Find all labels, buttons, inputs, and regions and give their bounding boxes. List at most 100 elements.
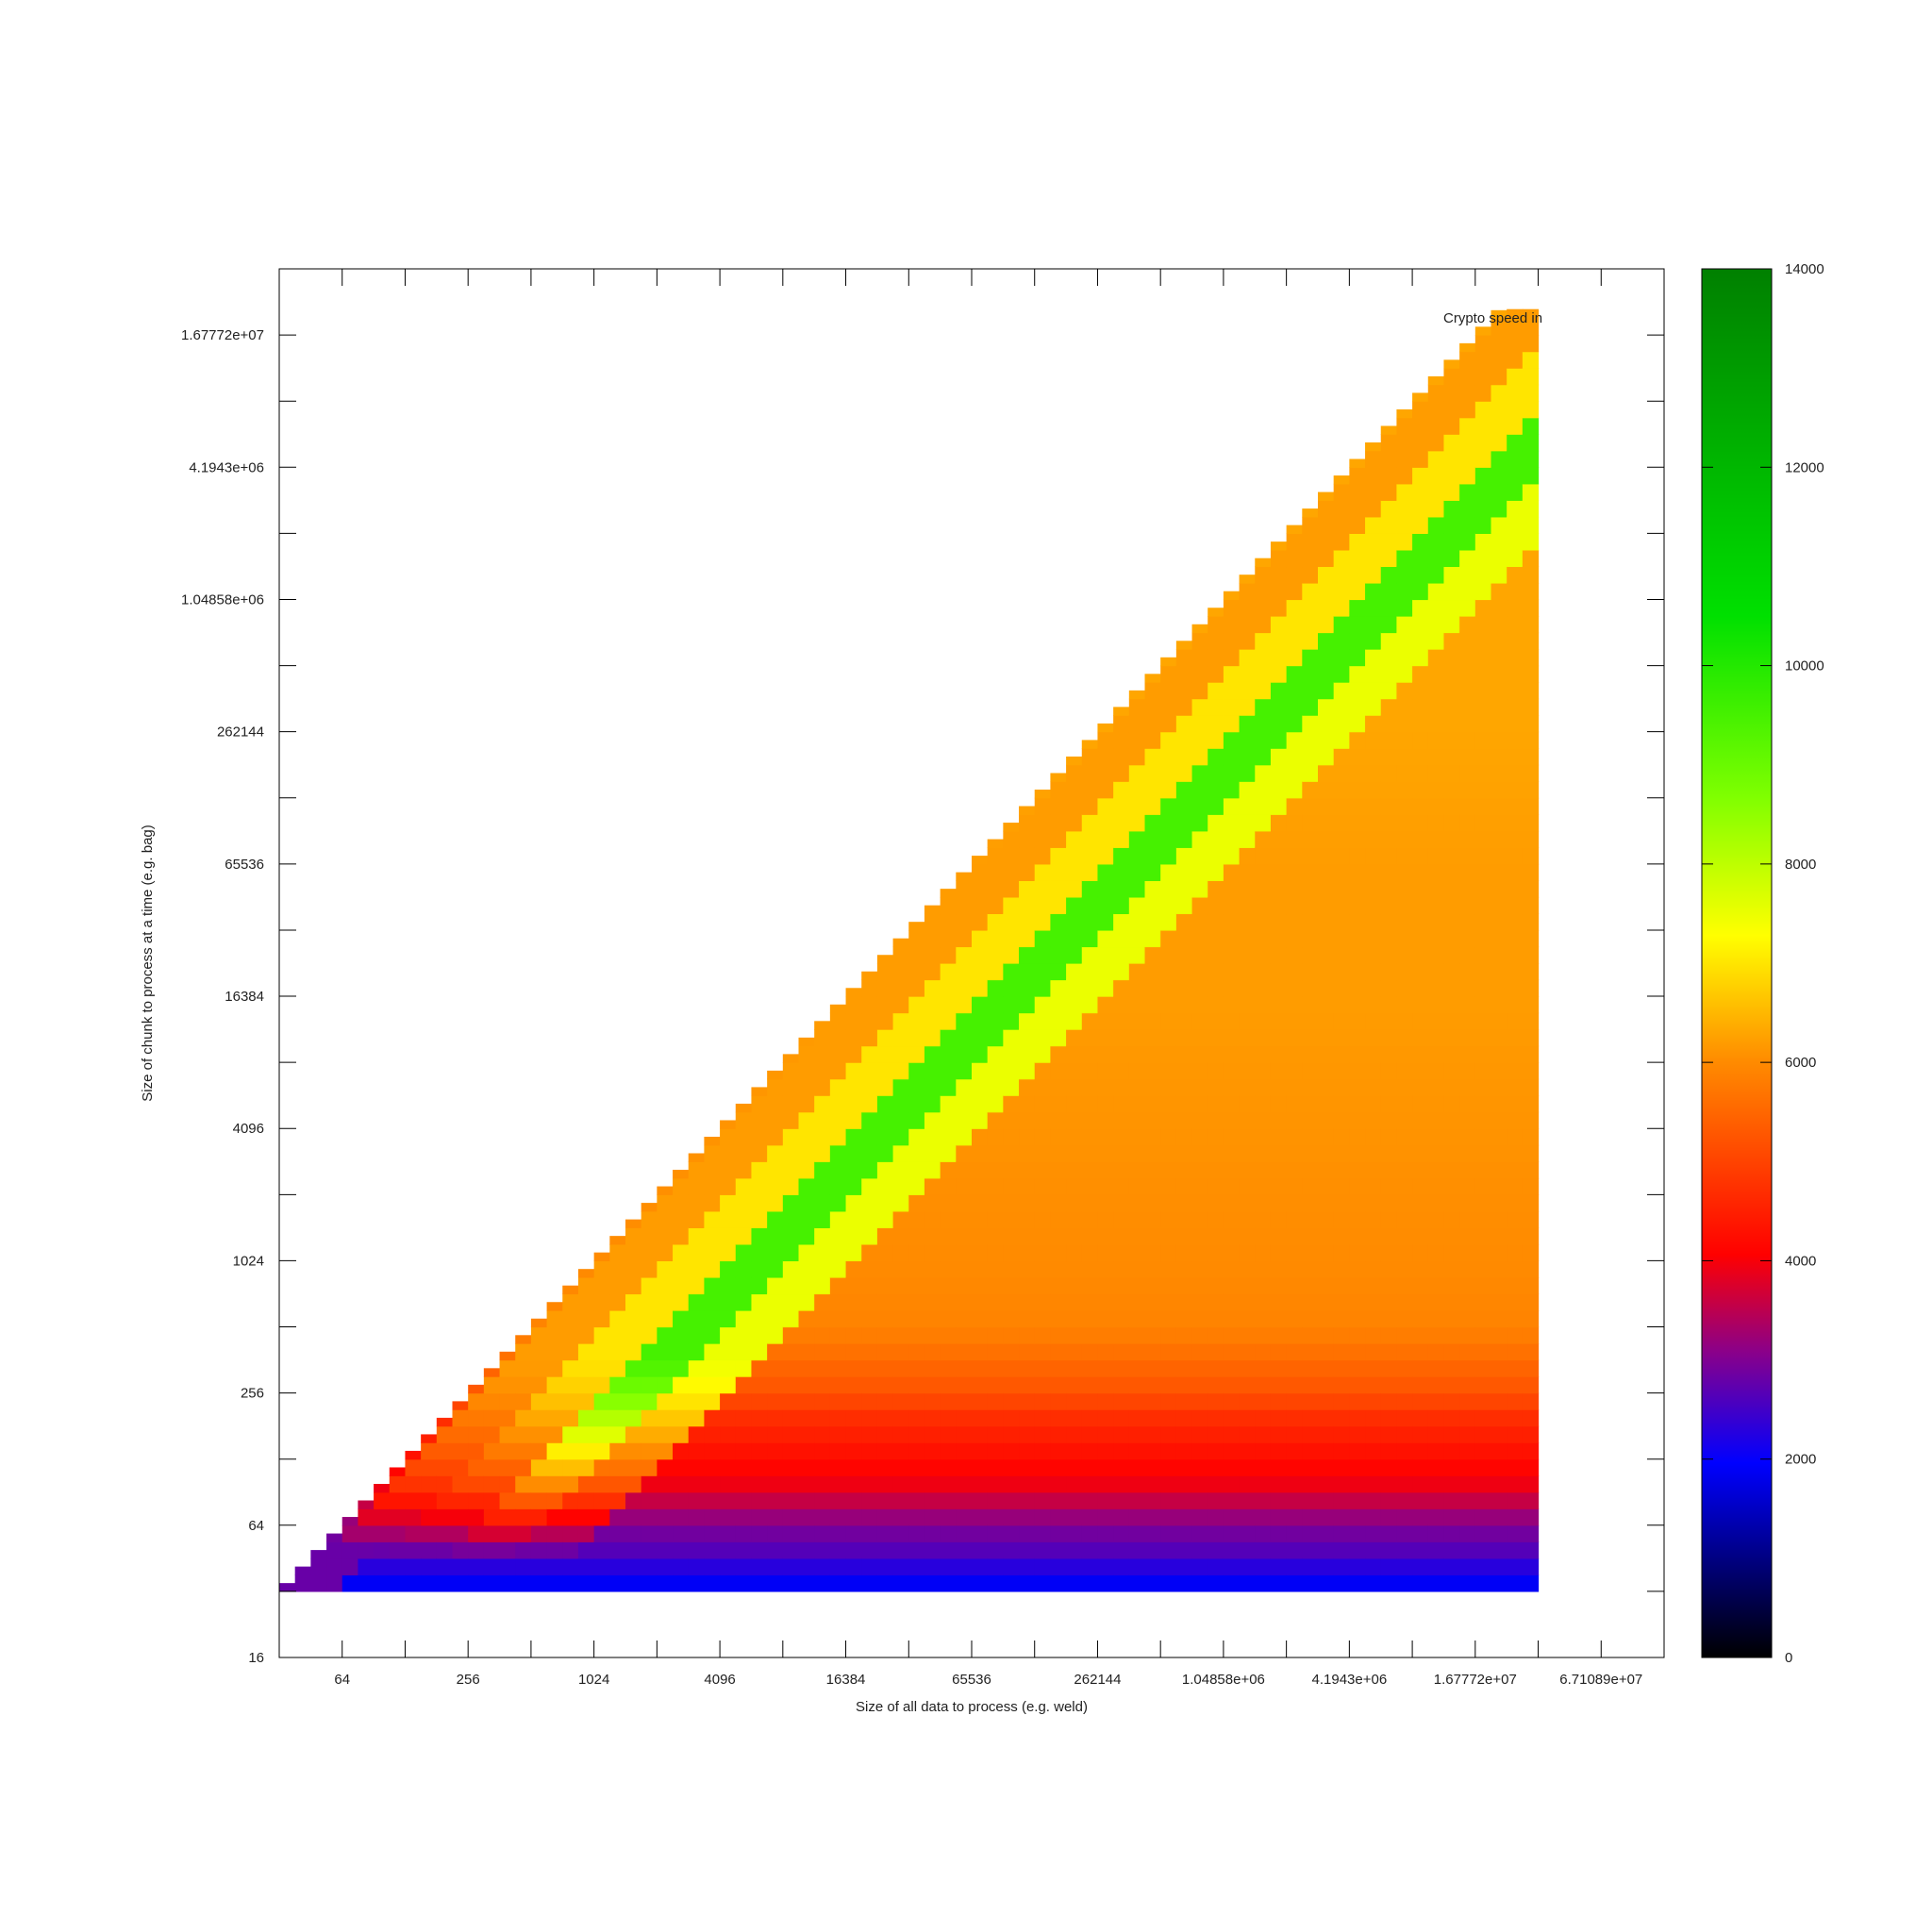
heatmap-cell — [1522, 1343, 1540, 1361]
heatmap-cell — [1318, 814, 1335, 832]
heatmap-cell — [1427, 1343, 1445, 1361]
heatmap-cell — [1097, 797, 1114, 815]
heatmap-cell — [1412, 1210, 1429, 1228]
heatmap-cell — [1081, 1458, 1099, 1476]
heatmap-cell — [1318, 698, 1335, 716]
heatmap-cell — [1427, 533, 1445, 551]
heatmap-cell — [1318, 599, 1335, 617]
heatmap-cell — [1365, 847, 1382, 865]
heatmap-cell — [1491, 1376, 1507, 1394]
heatmap-cell — [1144, 731, 1161, 749]
heatmap-cell — [1128, 880, 1146, 898]
heatmap-cell — [609, 1508, 626, 1526]
heatmap-cell — [1459, 880, 1476, 898]
heatmap-cell — [1144, 1293, 1161, 1311]
heatmap-cell — [1144, 1227, 1161, 1245]
heatmap-cell — [861, 1557, 878, 1575]
heatmap-cell — [468, 1442, 485, 1460]
heatmap-cell — [1239, 963, 1256, 981]
x-tick-label: 16384 — [826, 1672, 866, 1688]
heatmap-cell — [814, 1508, 831, 1526]
heatmap-cell — [735, 1194, 753, 1212]
heatmap-cell — [1144, 1442, 1161, 1460]
heatmap-cell — [1491, 566, 1507, 584]
heatmap-cell — [657, 1409, 674, 1427]
heatmap-cell — [688, 1293, 706, 1311]
heatmap-cell — [1491, 996, 1507, 1014]
heatmap-cell — [940, 1276, 957, 1295]
heatmap-cell — [1349, 1128, 1366, 1146]
heatmap-cell — [1333, 599, 1350, 617]
heatmap-cell — [987, 847, 1004, 865]
heatmap-cell — [1255, 599, 1272, 617]
heatmap-cell — [1507, 308, 1524, 320]
heatmap-cell — [1427, 665, 1445, 683]
heatmap-cell — [1365, 929, 1382, 948]
heatmap-cell — [814, 1491, 831, 1509]
heatmap-cell — [987, 1144, 1004, 1162]
heatmap-cell — [1097, 1475, 1114, 1493]
heatmap-cell — [987, 880, 1004, 898]
heatmap-cell — [1097, 1409, 1114, 1427]
heatmap-cell — [767, 1557, 784, 1575]
heatmap-cell — [1396, 682, 1413, 700]
heatmap-cell — [1302, 632, 1319, 650]
heatmap-cell — [1191, 1475, 1208, 1493]
heatmap-cell — [1427, 1045, 1445, 1063]
heatmap-cell — [1160, 979, 1177, 997]
heatmap-cell — [641, 1541, 658, 1559]
heatmap-cell — [1097, 863, 1114, 881]
heatmap-cell — [1507, 698, 1524, 716]
heatmap-cell — [1223, 1425, 1241, 1443]
heatmap-cell — [1491, 318, 1507, 336]
heatmap-cell — [1474, 996, 1492, 1014]
heatmap-cell — [798, 1161, 815, 1179]
heatmap-cell — [530, 1508, 548, 1526]
heatmap-cell — [1034, 979, 1052, 997]
heatmap-cell — [1349, 1508, 1366, 1526]
heatmap-cell — [1019, 1293, 1036, 1311]
heatmap-cell — [720, 1276, 737, 1295]
heatmap-cell — [1034, 1392, 1052, 1410]
heatmap-cell — [641, 1557, 658, 1575]
heatmap-cell — [845, 1392, 862, 1410]
heatmap-cell — [1144, 996, 1161, 1014]
heatmap-cell — [1396, 582, 1413, 601]
heatmap-cell — [1302, 516, 1319, 534]
heatmap-cell — [1175, 1557, 1193, 1575]
heatmap-cell — [1113, 1045, 1130, 1063]
heatmap-cell — [688, 1458, 706, 1476]
heatmap-cell — [1474, 1128, 1492, 1146]
heatmap-cell — [468, 1409, 485, 1427]
heatmap-cell — [1144, 781, 1161, 799]
heatmap-cell — [1239, 781, 1256, 799]
heatmap-cell — [1380, 549, 1398, 568]
heatmap-cell — [1208, 1508, 1224, 1526]
heatmap-cell — [1333, 1491, 1350, 1509]
heatmap-cell — [1050, 1243, 1067, 1262]
heatmap-cell — [1318, 632, 1335, 650]
heatmap-cell — [972, 1177, 989, 1195]
heatmap-cell — [1380, 632, 1398, 650]
heatmap-cell — [1396, 731, 1413, 749]
heatmap-cell — [798, 1144, 815, 1162]
heatmap-cell — [1223, 814, 1241, 832]
heatmap-cell — [829, 1508, 847, 1526]
heatmap-cell — [1522, 308, 1540, 320]
heatmap-cell — [1239, 946, 1256, 964]
heatmap-cell — [1318, 1111, 1335, 1129]
heatmap-cell — [1175, 830, 1193, 848]
heatmap-cell — [1365, 1541, 1382, 1559]
heatmap-cell — [374, 1524, 391, 1542]
heatmap-cell — [1019, 1524, 1036, 1542]
heatmap-cell — [924, 1541, 941, 1559]
heatmap-cell — [468, 1384, 485, 1394]
heatmap-cell — [1443, 830, 1460, 848]
heatmap-cell — [1522, 1177, 1540, 1195]
heatmap-cell — [1412, 1392, 1429, 1410]
legend-title: Crypto speed in — [1443, 310, 1542, 326]
heatmap-cell — [1223, 1557, 1241, 1575]
heatmap-cell — [1255, 996, 1272, 1014]
heatmap-cell — [720, 1227, 737, 1245]
heatmap-cell — [798, 1037, 815, 1047]
